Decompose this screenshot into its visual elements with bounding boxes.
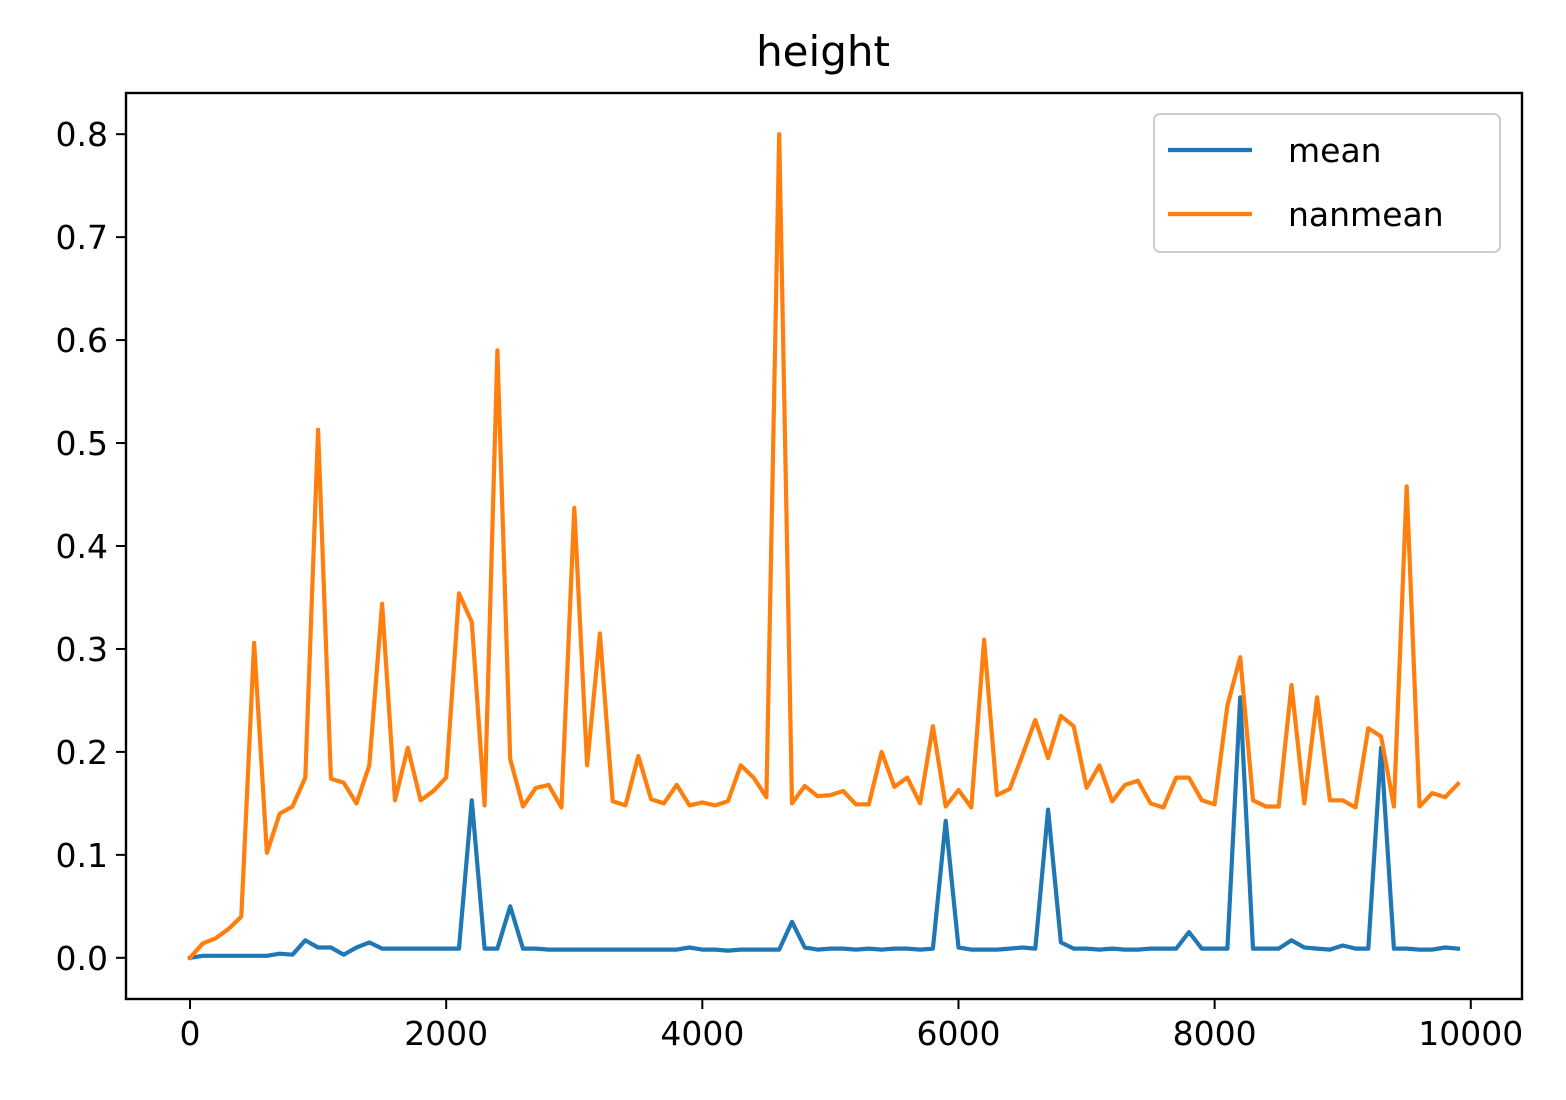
y-tick-label: 0.6 [56,321,108,360]
y-axis: 0.0 0.1 0.2 0.3 0.4 0.5 0.6 0.7 0.8 [56,115,126,978]
x-tick-label: 10000 [1418,1014,1523,1053]
x-tick-label: 4000 [660,1014,744,1053]
y-tick-label: 0.2 [56,733,108,772]
legend: mean nanmean [1153,113,1501,253]
x-tick-label: 8000 [1173,1014,1257,1053]
y-tick-label: 0.4 [56,527,108,566]
y-tick-label: 0.5 [56,424,108,463]
y-tick-label: 0.7 [56,218,108,257]
legend-label-nanmean: nanmean [1288,195,1444,234]
y-tick-label: 0.1 [56,836,108,875]
legend-label-mean: mean [1288,131,1382,170]
x-tick-label: 0 [180,1014,201,1053]
series-line-nanmean [187,132,1461,961]
y-tick-label: 0.0 [56,939,108,978]
y-tick-label: 0.3 [56,630,108,669]
chart-title: height [756,27,890,76]
x-tick-label: 6000 [916,1014,1000,1053]
y-tick-label: 0.8 [56,115,108,154]
series-line-mean [187,695,1461,961]
x-axis: 0 2000 4000 6000 8000 10000 [180,999,1523,1053]
x-tick-label: 2000 [404,1014,488,1053]
series-layer [187,132,1461,961]
